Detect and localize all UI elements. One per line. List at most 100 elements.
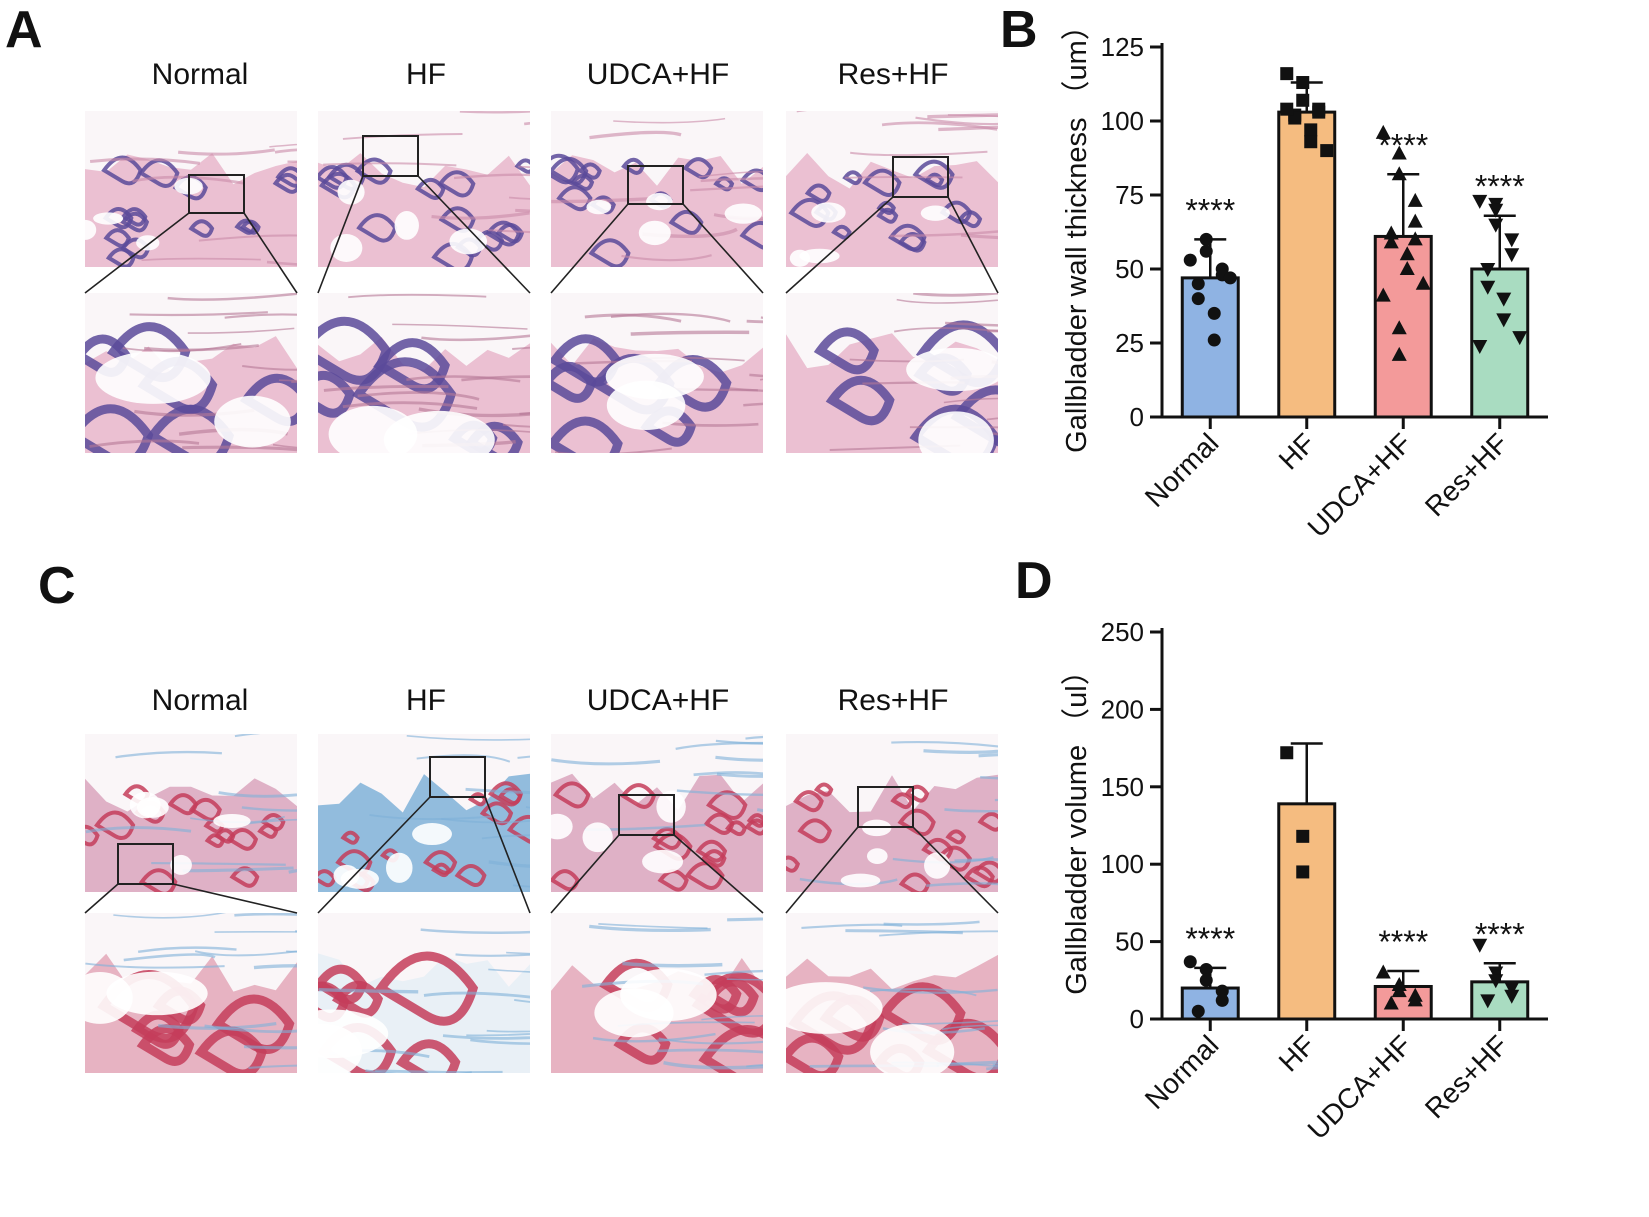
data-point-udca-hf: [1391, 983, 1407, 998]
data-point-normal: [1199, 244, 1213, 258]
data-point-normal: [1207, 306, 1221, 320]
data-point-hf: [1296, 93, 1310, 107]
data-point-udca-hf: [1399, 261, 1415, 275]
data-point-res-hf: [1488, 974, 1504, 989]
data-point-normal: [1215, 993, 1229, 1007]
significance-udca-hf: ****: [1378, 924, 1428, 960]
masson-label-normal: Normal: [151, 684, 249, 717]
data-point-hf: [1304, 123, 1318, 137]
data-point-udca-hf: [1375, 964, 1391, 979]
significance-udca-hf: ****: [1378, 127, 1428, 163]
he-zoom-normal: [85, 293, 297, 453]
data-point-hf: [1296, 829, 1310, 843]
he-zoom-res-hf: [786, 293, 998, 453]
data-point-udca-hf: [1407, 992, 1423, 1007]
data-point-res-hf: [1496, 313, 1512, 328]
data-point-udca-hf: [1415, 275, 1431, 290]
y-tick-label: 100: [1101, 106, 1144, 136]
he-zoom-udca-hf: [551, 293, 763, 453]
masson-zoom-normal: [85, 913, 297, 1073]
data-point-udca-hf: [1407, 213, 1423, 228]
data-point-res-hf: [1504, 233, 1520, 248]
data-point-normal: [1223, 271, 1237, 285]
masson-zoom-res-hf: [786, 913, 998, 1073]
panel-letter-c: C: [38, 557, 76, 615]
data-point-normal: [1199, 973, 1213, 987]
data-point-hf: [1304, 135, 1318, 149]
masson-zoom-hf: [318, 913, 530, 1073]
significance-res-hf: ****: [1475, 916, 1525, 952]
y-tick-label: 0: [1130, 1004, 1144, 1034]
data-point-hf: [1280, 746, 1294, 760]
data-point-normal: [1215, 984, 1229, 998]
data-point-res-hf: [1480, 263, 1496, 277]
data-point-udca-hf: [1383, 234, 1399, 249]
data-point-udca-hf: [1407, 231, 1423, 246]
data-point-udca-hf: [1407, 192, 1423, 207]
data-point-normal: [1207, 333, 1221, 347]
data-point-udca-hf: [1391, 320, 1407, 335]
data-point-udca-hf: [1383, 225, 1399, 240]
x-tick-label-hf: HF: [1273, 1029, 1321, 1077]
data-point-res-hf: [1504, 248, 1520, 263]
data-point-hf: [1280, 102, 1294, 116]
data-point-res-hf: [1472, 194, 1488, 209]
data-point-udca-hf: [1375, 287, 1391, 302]
data-point-hf: [1296, 865, 1310, 879]
y-axis-label: Gallbladder volume （ul）: [1061, 656, 1093, 995]
panel-letter-b: B: [1000, 1, 1038, 59]
bar-res-hf: [1470, 980, 1530, 1021]
data-point-res-hf: [1480, 280, 1496, 295]
data-point-normal: [1191, 292, 1205, 306]
data-point-normal: [1199, 232, 1213, 246]
data-point-res-hf: [1472, 339, 1488, 354]
data-point-udca-hf: [1391, 166, 1407, 181]
x-tick-label-res-hf: Res+HF: [1419, 1029, 1514, 1124]
y-tick-label: 50: [1115, 254, 1144, 284]
data-point-res-hf: [1504, 982, 1520, 997]
significance-res-hf: ****: [1475, 169, 1525, 205]
bar-normal: [1180, 986, 1240, 1021]
data-point-normal: [1191, 1004, 1205, 1018]
panel-letter-a: A: [5, 1, 43, 59]
data-point-normal: [1191, 277, 1205, 291]
data-point-hf: [1280, 67, 1294, 81]
data-point-udca-hf: [1383, 995, 1399, 1010]
data-point-hf: [1296, 76, 1310, 90]
data-point-hf: [1320, 144, 1334, 158]
y-tick-label: 250: [1101, 617, 1144, 647]
data-point-res-hf: [1472, 938, 1488, 953]
data-point-normal: [1183, 955, 1197, 969]
bar-normal: [1180, 276, 1240, 419]
masson-label-res-hf: Res+HF: [837, 684, 949, 717]
data-point-normal: [1183, 253, 1197, 267]
panel-letter-d: D: [1015, 552, 1053, 610]
data-point-normal: [1199, 962, 1213, 976]
data-point-udca-hf: [1391, 346, 1407, 361]
y-tick-label: 50: [1115, 927, 1144, 957]
data-point-hf: [1312, 105, 1326, 119]
y-axis-label: Gallbladder wall thickness （um）: [1061, 11, 1093, 453]
data-point-res-hf: [1488, 203, 1504, 218]
data-point-res-hf: [1512, 331, 1528, 346]
y-tick-label: 25: [1115, 328, 1144, 358]
x-tick-label-udca-hf: UDCA+HF: [1302, 1029, 1418, 1145]
y-tick-label: 0: [1130, 402, 1144, 432]
y-tick-label: 100: [1101, 849, 1144, 879]
y-tick-label: 75: [1115, 180, 1144, 210]
bar-hf: [1277, 110, 1337, 419]
data-point-res-hf: [1504, 989, 1520, 1004]
data-point-res-hf: [1488, 218, 1504, 233]
data-point-res-hf: [1488, 966, 1504, 981]
bar-udca-hf: [1373, 234, 1433, 419]
he-label-res-hf: Res+HF: [837, 58, 949, 91]
he-label-udca-hf: UDCA+HF: [586, 58, 730, 91]
masson-zoom-udca-hf: [551, 913, 763, 1073]
y-tick-label: 150: [1101, 772, 1144, 802]
y-tick-label: 200: [1101, 694, 1144, 724]
y-tick-label: 125: [1101, 32, 1144, 62]
data-point-udca-hf: [1375, 124, 1391, 139]
masson-label-hf: HF: [406, 684, 446, 717]
